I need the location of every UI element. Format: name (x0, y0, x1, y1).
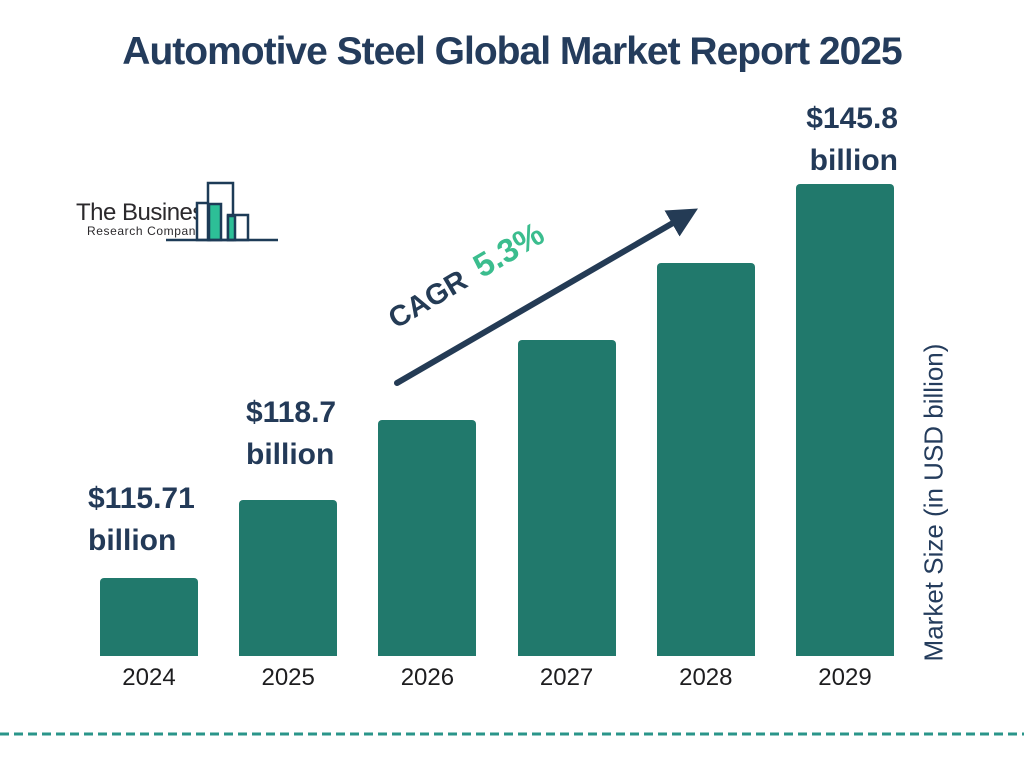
value-label-2025: $118.7 billion (246, 392, 336, 476)
value-amount: $115.71 (88, 482, 195, 515)
value-unit: billion (88, 524, 177, 557)
value-label-2029: $145.8 billion (806, 98, 898, 182)
value-unit: billion (246, 438, 335, 471)
x-tick-2024: 2024 (122, 664, 176, 691)
bar-2025 (239, 500, 338, 656)
growth-arrow-icon (394, 208, 698, 386)
logo-subname: Research Company (87, 224, 203, 238)
value-amount: $118.7 (246, 396, 337, 429)
x-tick-2025: 2025 (261, 664, 315, 691)
page-title: Automotive Steel Global Market Report 20… (122, 30, 902, 73)
bar-2024 (100, 578, 198, 656)
logo-bars-icon (166, 181, 278, 242)
value-amount: $145.8 (806, 102, 898, 135)
logo-name: The Business (76, 199, 216, 226)
dashed-divider (0, 732, 1024, 736)
value-unit: billion (809, 144, 898, 177)
y-axis-label: Market Size (in USD billion) (918, 343, 949, 662)
bar-2026 (378, 420, 477, 656)
bar-2028 (656, 263, 755, 656)
x-tick-2028: 2028 (679, 664, 733, 691)
value-label-2024: $115.71 billion (88, 478, 195, 562)
bar-2027 (517, 340, 616, 656)
bar-2029 (796, 184, 894, 656)
x-tick-2029: 2029 (818, 664, 872, 691)
x-tick-2026: 2026 (400, 664, 455, 691)
x-tick-2027: 2027 (539, 664, 594, 691)
